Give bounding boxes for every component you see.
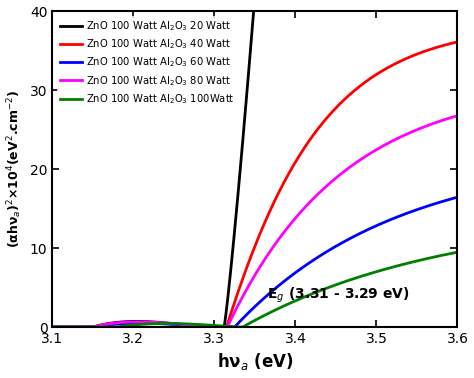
- ZnO 100 Watt Al$_2$O$_3$ 80 Watt: [236, 302, 241, 307]
- ZnO 100 Watt Al$_2$O$_3$ 60 Watt: [455, 195, 460, 200]
- Text: E$_g$ (3.31 - 3.29 eV): E$_g$ (3.31 - 3.29 eV): [267, 286, 410, 305]
- ZnO 100 Watt Al$_2$O$_3$ 60 Watt: [49, 325, 55, 329]
- ZnO 100 Watt Al$_2$O$_3$ 100Watt: [246, 321, 252, 325]
- ZnO 100 Watt Al$_2$O$_3$ 60 Watt: [70, 325, 76, 329]
- ZnO 100 Watt Al$_2$O$_3$ 100Watt: [49, 325, 55, 329]
- ZnO 100 Watt Al$_2$O$_3$ 60 Watt: [443, 198, 448, 203]
- X-axis label: hν$_a$ (eV): hν$_a$ (eV): [217, 352, 293, 372]
- ZnO 100 Watt Al$_2$O$_3$ 100Watt: [368, 271, 374, 276]
- ZnO 100 Watt Al$_2$O$_3$ 20 Watt: [49, 325, 55, 329]
- ZnO 100 Watt Al$_2$O$_3$ 40 Watt: [455, 40, 460, 44]
- ZnO 100 Watt Al$_2$O$_3$ 80 Watt: [368, 150, 374, 155]
- Line: ZnO 100 Watt Al$_2$O$_3$ 60 Watt: ZnO 100 Watt Al$_2$O$_3$ 60 Watt: [52, 197, 457, 327]
- Line: ZnO 100 Watt Al$_2$O$_3$ 100Watt: ZnO 100 Watt Al$_2$O$_3$ 100Watt: [52, 252, 457, 327]
- ZnO 100 Watt Al$_2$O$_3$ 40 Watt: [49, 325, 55, 329]
- ZnO 100 Watt Al$_2$O$_3$ 20 Watt: [70, 325, 76, 329]
- ZnO 100 Watt Al$_2$O$_3$ 80 Watt: [49, 325, 55, 329]
- ZnO 100 Watt Al$_2$O$_3$ 60 Watt: [368, 226, 374, 230]
- Y-axis label: (αhν$_a$)$^2$×10$^4$(eV$^2$.cm$^{-2}$): (αhν$_a$)$^2$×10$^4$(eV$^2$.cm$^{-2}$): [6, 90, 24, 248]
- Legend: ZnO 100 Watt Al$_2$O$_3$ 20 Watt, ZnO 100 Watt Al$_2$O$_3$ 40 Watt, ZnO 100 Watt: ZnO 100 Watt Al$_2$O$_3$ 20 Watt, ZnO 10…: [57, 16, 238, 109]
- ZnO 100 Watt Al$_2$O$_3$ 40 Watt: [246, 259, 252, 263]
- ZnO 100 Watt Al$_2$O$_3$ 80 Watt: [70, 325, 76, 329]
- ZnO 100 Watt Al$_2$O$_3$ 40 Watt: [368, 76, 374, 80]
- ZnO 100 Watt Al$_2$O$_3$ 80 Watt: [246, 282, 252, 287]
- ZnO 100 Watt Al$_2$O$_3$ 100Watt: [443, 253, 448, 257]
- ZnO 100 Watt Al$_2$O$_3$ 80 Watt: [443, 117, 448, 122]
- ZnO 100 Watt Al$_2$O$_3$ 100Watt: [455, 250, 460, 254]
- Line: ZnO 100 Watt Al$_2$O$_3$ 80 Watt: ZnO 100 Watt Al$_2$O$_3$ 80 Watt: [52, 116, 457, 327]
- Line: ZnO 100 Watt Al$_2$O$_3$ 20 Watt: ZnO 100 Watt Al$_2$O$_3$ 20 Watt: [52, 0, 457, 327]
- ZnO 100 Watt Al$_2$O$_3$ 20 Watt: [236, 186, 241, 191]
- ZnO 100 Watt Al$_2$O$_3$ 60 Watt: [443, 198, 448, 203]
- ZnO 100 Watt Al$_2$O$_3$ 40 Watt: [236, 288, 241, 293]
- ZnO 100 Watt Al$_2$O$_3$ 40 Watt: [70, 325, 76, 329]
- ZnO 100 Watt Al$_2$O$_3$ 100Watt: [236, 325, 241, 329]
- ZnO 100 Watt Al$_2$O$_3$ 100Watt: [70, 325, 76, 329]
- ZnO 100 Watt Al$_2$O$_3$ 60 Watt: [236, 321, 241, 325]
- ZnO 100 Watt Al$_2$O$_3$ 60 Watt: [246, 310, 252, 314]
- ZnO 100 Watt Al$_2$O$_3$ 40 Watt: [443, 43, 448, 47]
- ZnO 100 Watt Al$_2$O$_3$ 80 Watt: [443, 117, 448, 122]
- ZnO 100 Watt Al$_2$O$_3$ 40 Watt: [443, 43, 448, 47]
- Line: ZnO 100 Watt Al$_2$O$_3$ 40 Watt: ZnO 100 Watt Al$_2$O$_3$ 40 Watt: [52, 42, 457, 327]
- ZnO 100 Watt Al$_2$O$_3$ 80 Watt: [455, 113, 460, 118]
- ZnO 100 Watt Al$_2$O$_3$ 100Watt: [443, 252, 448, 257]
- ZnO 100 Watt Al$_2$O$_3$ 20 Watt: [246, 62, 252, 67]
